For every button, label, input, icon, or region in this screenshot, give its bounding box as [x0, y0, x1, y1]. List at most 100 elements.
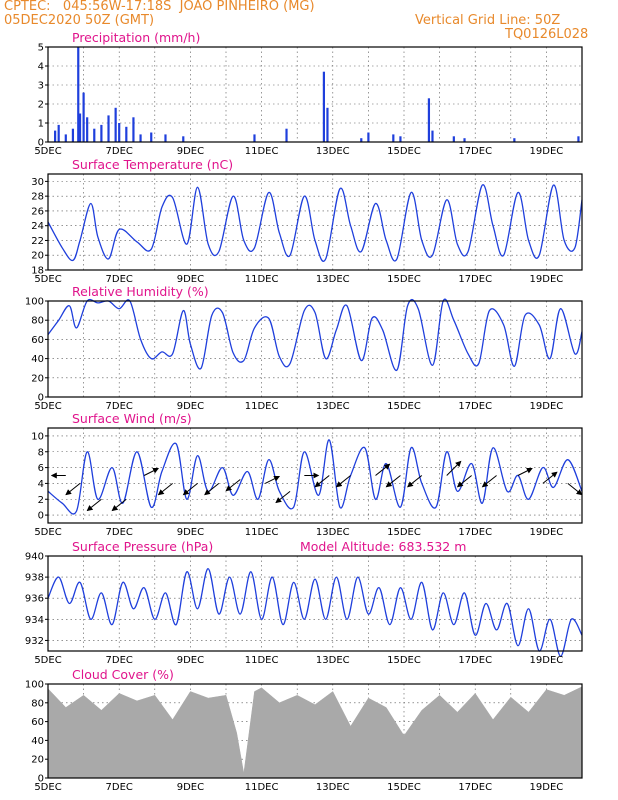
cloud-xtick-label: 15DEC [387, 782, 421, 793]
precip-ytick-label: 3 [38, 81, 44, 92]
precip-bar [463, 138, 466, 142]
cloud-title: Cloud Cover (%) [72, 667, 174, 682]
cloud-frame [47, 683, 583, 779]
wind-xtick-label: 17DEC [458, 527, 492, 538]
precip-bar [399, 136, 402, 142]
rh-ytick-label: 100 [25, 297, 44, 308]
cloud-cover-area [47, 686, 583, 779]
wind-arrow [204, 483, 220, 496]
pressure-xtick-label: 17DEC [458, 655, 492, 666]
precip-bar [118, 123, 121, 142]
temp-ytick-label: 22 [31, 236, 44, 247]
wind-xtick-label: 15DEC [387, 527, 421, 538]
rh-xtick-label: 11DEC [245, 401, 279, 412]
precip-bar [71, 128, 75, 142]
wind-arrow [182, 483, 198, 496]
wind-arrow [65, 483, 81, 496]
precip-bar [132, 117, 135, 142]
precip-xtick-label: 19DEC [530, 146, 564, 157]
precip-bar [392, 134, 395, 142]
precip-bar [285, 128, 288, 142]
wind-ytick-label: 4 [38, 479, 44, 490]
precip-bar [107, 115, 110, 142]
rh-ytick-label: 40 [31, 354, 44, 365]
precip-bar [86, 117, 89, 142]
header-station: CPTEC: 045:56W-17:18S JOAO PINHEIRO (MG) [4, 0, 315, 14]
wind-xtick-label: 13DEC [316, 527, 350, 538]
rh-xtick-label: 15DEC [387, 401, 421, 412]
wind-arrow [375, 463, 391, 476]
wind-arrow [225, 479, 241, 492]
rh-xtick-label: 13DEC [316, 401, 350, 412]
temp-ytick-label: 26 [31, 206, 44, 217]
pressure-series-line [47, 568, 583, 657]
cloud-xtick-label: 5DEC [34, 782, 61, 793]
precip-ytick-label: 1 [38, 119, 44, 130]
temp-series-line [47, 184, 583, 262]
wind-xtick-label: 9DEC [177, 527, 204, 538]
temp-frame [47, 173, 583, 271]
pressure-xtick-label: 13DEC [316, 655, 350, 666]
rh-xtick-label: 19DEC [530, 401, 564, 412]
precip-bar [64, 134, 67, 142]
precip-bar [93, 128, 96, 142]
rh-xtick-label: 17DEC [458, 401, 492, 412]
temp-ytick-label: 30 [31, 177, 44, 188]
temp-xtick-label: 9DEC [177, 274, 204, 285]
cloud-xtick-label: 7DEC [106, 782, 133, 793]
pressure-xtick-label: 9DEC [177, 655, 204, 666]
rh-xtick-label: 5DEC [34, 401, 61, 412]
precip-title: Precipitation (mm/h) [72, 30, 200, 45]
precip-bar [57, 124, 60, 142]
header-grid-note: Vertical Grid Line: 50Z [415, 13, 561, 28]
rh-ytick-label: 80 [31, 316, 44, 327]
cloud-ytick-label: 40 [31, 736, 44, 747]
temp-title: Surface Temperature (nC) [72, 157, 233, 172]
wind-arrow [157, 483, 173, 496]
pressure-panel: 932 934 936 938 940 5DEC 7DEC 9DEC 11DEC 13DEC 15D… [25, 539, 583, 666]
pressure-annotation: Model Altitude: 683.532 m [300, 539, 466, 554]
wind-ytick-label: 0 [38, 511, 44, 522]
precip-bar [322, 71, 325, 142]
cloud-xtick-label: 9DEC [177, 782, 204, 793]
wind-ytick-label: 6 [38, 463, 44, 474]
precip-bar [513, 138, 516, 142]
wind-xtick-label: 11DEC [245, 527, 279, 538]
precip-bar [114, 107, 117, 142]
precip-bar [367, 132, 370, 142]
wind-arrow [567, 483, 583, 496]
precip-bar [78, 113, 82, 142]
precip-bar [139, 134, 142, 142]
header-datetime: 05DEC2020 50Z (GMT) [4, 13, 155, 28]
temp-panel: 18 20 22 24 26 28 30 5DEC 7DEC 9DEC 11DEC 13DEC 15DE… [31, 157, 583, 285]
precip-bar [326, 107, 329, 142]
cloud-xtick-label: 11DEC [245, 782, 279, 793]
pressure-xtick-label: 5DEC [34, 655, 61, 666]
precip-xtick-label: 9DEC [177, 146, 204, 157]
pressure-xtick-label: 11DEC [245, 655, 279, 666]
cloud-ytick-label: 0 [38, 774, 44, 785]
wind-arrow [86, 498, 102, 512]
temp-xtick-label: 11DEC [245, 274, 279, 285]
wind-arrow [264, 475, 281, 484]
cloud-ytick-label: 80 [31, 698, 44, 709]
precip-ytick-label: 4 [38, 62, 44, 73]
wind-series-line [47, 439, 583, 515]
precip-xtick-label: 15DEC [387, 146, 421, 157]
pressure-xtick-label: 15DEC [387, 655, 421, 666]
wind-arrow [111, 498, 127, 512]
cloud-panel: 0 20 40 60 80 100 5DEC 7DEC 9DEC 11DEC 13DEC 15DEC 1… [25, 667, 583, 793]
rh-xtick-label: 9DEC [177, 401, 204, 412]
header-model-code: TQ0126L028 [505, 27, 589, 42]
rh-ytick-label: 60 [31, 335, 44, 346]
temp-ytick-label: 24 [31, 221, 44, 232]
precip-bar [427, 98, 431, 142]
pressure-ytick-label: 932 [25, 636, 44, 647]
precip-xtick-label: 11DEC [245, 146, 279, 157]
wind-arrow [542, 471, 558, 484]
precip-xtick-label: 13DEC [316, 146, 350, 157]
precip-bar [360, 138, 363, 142]
precip-frame [47, 46, 583, 143]
temp-xtick-label: 5DEC [34, 274, 61, 285]
wind-arrow [314, 475, 330, 488]
